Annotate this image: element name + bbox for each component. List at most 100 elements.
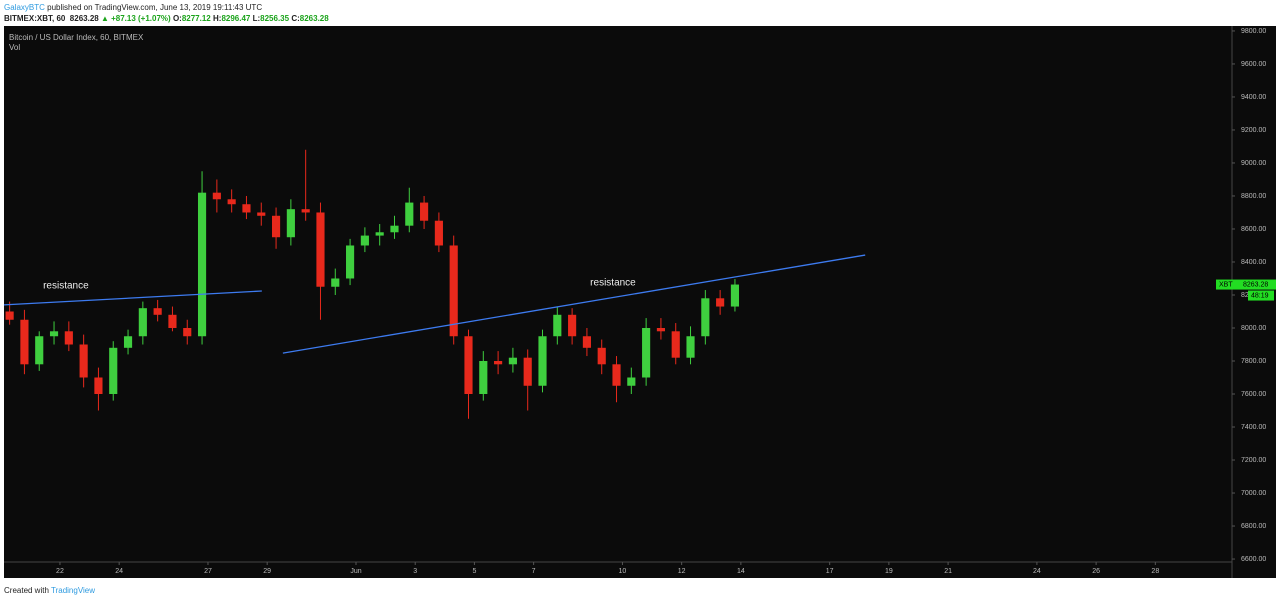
candle-body <box>686 336 695 358</box>
x-tick-label: 14 <box>737 568 745 575</box>
volume-label: Vol <box>9 43 20 52</box>
x-tick-label: 5 <box>472 568 476 575</box>
candle-body <box>20 319 29 365</box>
y-tick-label: 9600.00 <box>1241 61 1266 68</box>
candle-body <box>716 298 725 307</box>
published: published on TradingView.com, June 13, 2… <box>47 3 263 12</box>
candle-body <box>568 314 577 337</box>
candle-body <box>671 331 680 358</box>
trend-line <box>282 254 866 354</box>
footer-text: Created with <box>4 586 49 595</box>
ohlc-h: H: <box>212 14 222 23</box>
x-tick-label: 26 <box>1092 568 1100 575</box>
x-tick-label: 7 <box>532 568 536 575</box>
y-tick-label: 8000.00 <box>1241 325 1266 332</box>
price-label-value: 8263.28 <box>1243 281 1268 288</box>
annotation: resistance <box>590 278 636 289</box>
y-tick-label: 6600.00 <box>1241 556 1266 563</box>
candle-body <box>168 314 177 328</box>
y-tick-label: 7400.00 <box>1241 424 1266 431</box>
x-tick-label: 24 <box>1033 568 1041 575</box>
price-label-bg <box>1216 279 1276 290</box>
candle-body <box>301 209 310 213</box>
candle-body <box>5 311 14 320</box>
x-tick-label: 28 <box>1151 568 1159 575</box>
plot-background <box>4 26 1232 578</box>
price-axis-background <box>1232 26 1276 578</box>
ohlc-o-value: 8277.12 <box>181 14 211 23</box>
y-tick-label: 7800.00 <box>1241 358 1266 365</box>
candle-body <box>346 245 355 279</box>
candle-body <box>64 331 73 345</box>
x-tick-label: 12 <box>678 568 686 575</box>
candle-body <box>642 327 651 378</box>
x-tick-label: 22 <box>56 568 64 575</box>
candle-body <box>464 336 473 395</box>
candle-body <box>183 327 192 337</box>
candle-body <box>523 357 532 386</box>
countdown-bg <box>1248 290 1274 301</box>
trend-line <box>3 290 262 306</box>
candle-body <box>420 202 429 221</box>
candle-body <box>153 308 162 315</box>
chart: Bitcoin / US Dollar Index, 60, BITMEX Vo… <box>3 26 1276 578</box>
candle-body <box>35 336 44 365</box>
candle-body <box>730 284 740 307</box>
candle-body <box>94 377 103 395</box>
candle-body <box>271 215 281 238</box>
candle-body <box>242 204 251 213</box>
candle-body <box>494 361 503 365</box>
candle-body <box>553 314 562 337</box>
candle-body <box>390 225 399 233</box>
x-tick-label: 29 <box>263 568 271 575</box>
candle-body <box>138 308 147 337</box>
price-label-symbol: XBT <box>1219 281 1233 288</box>
candle-body <box>597 347 606 365</box>
symbol: BITMEX:XBT, 60 <box>4 14 66 23</box>
candle-body <box>701 298 710 337</box>
candle-body <box>405 202 414 226</box>
change: ▲ +87.13 (+1.07%) <box>100 14 171 23</box>
y-tick-label: 6800.00 <box>1241 523 1266 530</box>
ohlc-l-value: 8256.35 <box>260 14 290 23</box>
candle-body <box>656 327 665 332</box>
x-tick-label: 27 <box>204 568 212 575</box>
chart-title: Bitcoin / US Dollar Index, 60, BITMEX <box>9 33 144 42</box>
y-tick-label: 8400.00 <box>1241 259 1266 266</box>
candle-body <box>331 278 340 287</box>
candle-body <box>79 344 88 378</box>
y-tick-label: 9000.00 <box>1241 160 1266 167</box>
ohlc-h-value: 8296.47 <box>221 14 251 23</box>
candle-body <box>375 232 384 236</box>
footer-brand: TradingView <box>51 586 96 595</box>
symbol-line: BITMEX:XBT, 60 8263.28 ▲ +87.13 (+1.07%)… <box>4 14 329 23</box>
candle-body <box>316 212 325 287</box>
footer: Created with TradingView <box>4 586 95 595</box>
candle-body <box>449 245 458 337</box>
y-tick-label: 9200.00 <box>1241 127 1266 134</box>
candle-body <box>109 347 118 395</box>
candle-body <box>538 336 547 386</box>
ohlc-l: L: <box>252 14 261 23</box>
candle-body <box>508 357 517 365</box>
candle-body <box>123 336 133 348</box>
x-tick-label: 17 <box>826 568 834 575</box>
candle-body <box>286 209 295 238</box>
x-tick-label: 24 <box>115 568 123 575</box>
candle-body <box>49 331 59 337</box>
candle-body <box>212 192 221 200</box>
y-tick-label: 7000.00 <box>1241 490 1266 497</box>
author: GalaxyBTC <box>4 3 45 12</box>
x-tick-label: 19 <box>885 568 893 575</box>
ohlc-o: O: <box>172 14 182 23</box>
last: 8263.28 <box>69 14 99 23</box>
candle-body <box>434 220 443 246</box>
x-tick-label: 10 <box>619 568 627 575</box>
y-tick-label: 9800.00 <box>1241 28 1266 35</box>
candle-body <box>197 192 207 337</box>
x-tick-label: 21 <box>944 568 952 575</box>
y-tick-label: 9400.00 <box>1241 94 1266 101</box>
x-tick-label: Jun <box>350 568 361 575</box>
publish-line: GalaxyBTC published on TradingView.com, … <box>4 3 262 12</box>
